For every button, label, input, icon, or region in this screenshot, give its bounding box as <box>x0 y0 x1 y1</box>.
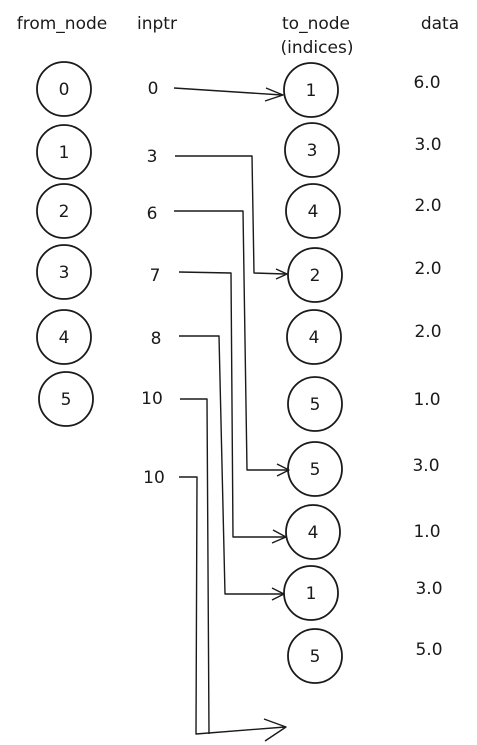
to-node-subheader: (indices) <box>281 38 354 58</box>
node-circle <box>287 376 343 432</box>
pointer-arrow-6 <box>179 476 287 742</box>
arrow-head <box>264 87 284 102</box>
from-node-header: from_node <box>17 14 108 34</box>
node-label: 2 <box>310 266 321 286</box>
inptr-value: 3 <box>147 147 158 167</box>
node-circle <box>36 309 92 365</box>
data-header: data <box>421 14 459 34</box>
from-node-2: 2 <box>36 183 92 239</box>
arrow-head <box>271 529 287 544</box>
node-circle <box>283 565 339 621</box>
data-value: 1.0 <box>413 390 440 410</box>
node-circle <box>285 504 341 560</box>
node-label: 3 <box>59 263 70 283</box>
inptr-value: 0 <box>148 79 159 99</box>
node-label: 2 <box>59 202 70 222</box>
inptr-value: 6 <box>147 204 158 224</box>
inptr-value: 7 <box>150 266 161 286</box>
inptr-value: 8 <box>151 329 162 349</box>
node-label: 5 <box>310 647 321 667</box>
node-label: 4 <box>308 202 319 222</box>
to-node-7: 4 <box>285 504 341 560</box>
node-circle <box>36 61 92 117</box>
node-label: 3 <box>307 141 318 161</box>
from-node-0: 0 <box>36 61 92 117</box>
data-value: 2.0 <box>414 196 441 216</box>
inptr-value: 10 <box>143 468 165 488</box>
arrow-head <box>276 463 290 477</box>
node-label: 4 <box>309 328 320 348</box>
arrow-head <box>271 587 285 601</box>
inptr-header: inptr <box>137 14 177 34</box>
data-value: 3.0 <box>414 135 441 155</box>
pointer-arrow-1 <box>175 155 288 280</box>
node-circle <box>36 124 92 180</box>
node-label: 1 <box>59 143 70 163</box>
pointer-arrow-2 <box>174 210 290 477</box>
node-circle <box>286 309 342 365</box>
data-column: 6.0 3.0 2.0 2.0 2.0 1.0 3.0 1.0 3.0 5.0 <box>412 73 442 660</box>
node-label: 1 <box>306 584 317 604</box>
data-value: 1.0 <box>413 522 440 542</box>
pointer-arrow-0 <box>173 87 284 102</box>
arrow-line <box>174 210 288 471</box>
node-label: 4 <box>59 328 70 348</box>
to-node-3: 2 <box>287 247 343 303</box>
arrow-line <box>178 271 285 538</box>
data-value: 2.0 <box>414 259 441 279</box>
node-circle <box>36 244 92 300</box>
node-circle <box>284 122 340 178</box>
data-value: 3.0 <box>412 456 439 476</box>
node-label: 5 <box>310 460 321 480</box>
node-circle <box>38 371 94 427</box>
to-node-column: 1 3 4 2 4 5 5 4 <box>283 62 343 684</box>
inptr-value: 10 <box>141 389 163 409</box>
to-node-6: 5 <box>287 441 343 497</box>
node-circle <box>287 247 343 303</box>
node-label: 4 <box>308 523 319 543</box>
to-node-9: 5 <box>287 628 343 684</box>
node-circle <box>285 183 341 239</box>
arrow-head <box>263 718 287 742</box>
from-node-1: 1 <box>36 124 92 180</box>
to-node-4: 4 <box>286 309 342 365</box>
arrow-line <box>179 335 283 595</box>
to-node-2: 4 <box>285 183 341 239</box>
node-circle <box>287 628 343 684</box>
data-value: 3.0 <box>415 579 442 599</box>
to-node-0: 1 <box>283 62 339 118</box>
arrow-line <box>175 155 286 275</box>
to-node-8: 1 <box>283 565 339 621</box>
node-label: 1 <box>306 81 317 101</box>
node-circle <box>36 183 92 239</box>
arrow-line <box>180 398 210 735</box>
node-label: 5 <box>61 390 72 410</box>
pointer-arrows <box>173 87 290 742</box>
from-node-column: 0 1 2 3 4 5 <box>36 61 94 427</box>
data-value: 6.0 <box>413 73 440 93</box>
pointer-arrow-5 <box>180 398 210 735</box>
node-label: 5 <box>310 395 321 415</box>
node-label: 0 <box>59 80 70 100</box>
data-value: 2.0 <box>414 322 441 342</box>
from-node-3: 3 <box>36 244 92 300</box>
arrow-line <box>173 87 283 96</box>
to-node-5: 5 <box>287 376 343 432</box>
to-node-1: 3 <box>284 122 340 178</box>
inptr-column: 0 3 6 7 8 10 10 <box>141 79 165 488</box>
data-value: 5.0 <box>415 640 442 660</box>
arrow-line <box>179 476 286 735</box>
from-node-5: 5 <box>38 371 94 427</box>
arrow-head <box>275 268 288 280</box>
pointer-arrow-3 <box>178 271 287 544</box>
to-node-header: to_node <box>282 14 350 34</box>
from-node-4: 4 <box>36 309 92 365</box>
pointer-arrow-4 <box>179 335 285 601</box>
node-circle <box>283 62 339 118</box>
